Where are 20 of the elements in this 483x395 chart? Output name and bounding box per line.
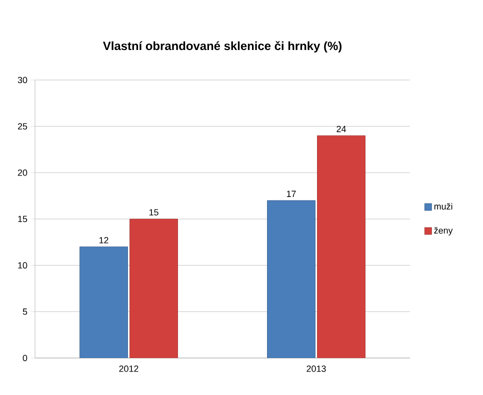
data-label: 17 xyxy=(286,190,296,197)
bar xyxy=(130,218,178,358)
y-tick-label: 25 xyxy=(18,123,28,130)
y-tick-label: 30 xyxy=(18,76,28,84)
legend-label: muži xyxy=(434,202,452,210)
data-label: 15 xyxy=(149,209,158,216)
y-tick-label: 0 xyxy=(22,354,28,362)
y-tick-label: 15 xyxy=(18,216,28,222)
y-tick-label: 10 xyxy=(18,262,28,269)
data-label: 12 xyxy=(99,237,108,244)
bar xyxy=(80,246,128,358)
x-tick-label: 2013 xyxy=(306,366,326,372)
data-label: 24 xyxy=(336,126,346,132)
bar xyxy=(317,135,366,358)
y-tick-label: 5 xyxy=(22,308,28,315)
chart-title: Vlastní obrandované sklenice či hrnky (%) xyxy=(102,41,342,53)
legend-label: ženy xyxy=(434,226,453,236)
x-tick-label: 2012 xyxy=(119,366,138,372)
bar xyxy=(267,200,316,358)
y-tick-label: 20 xyxy=(18,169,28,176)
